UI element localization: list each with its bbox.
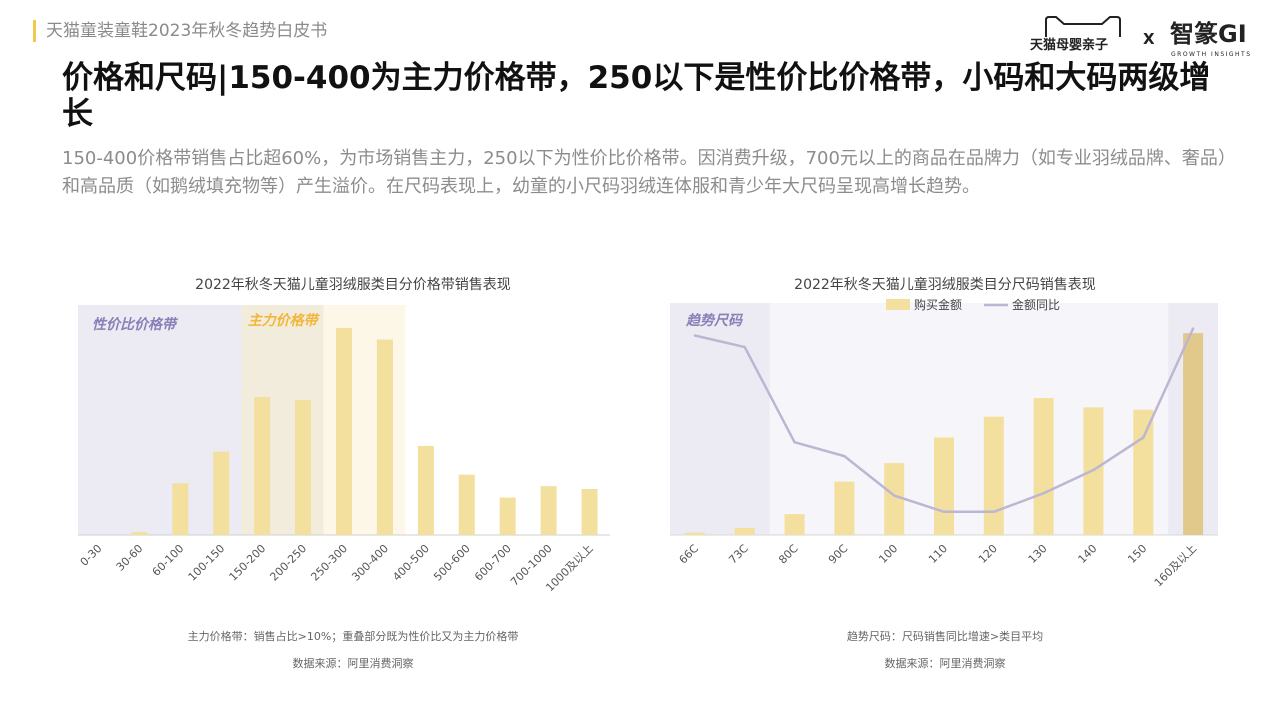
yoy-point [1142, 436, 1145, 439]
trend-size-band [670, 303, 770, 535]
x-tick-label: 600-700 [472, 542, 514, 584]
bar [1033, 398, 1054, 535]
x-tick-label: 150-200 [227, 542, 269, 584]
x-tick-label: 100-150 [186, 542, 228, 584]
legend-bar-label: 购买金额 [914, 297, 962, 312]
main-band-label: 主力价格带 [248, 312, 321, 329]
bar [336, 328, 352, 535]
bar [499, 497, 516, 535]
x-tick-label: 130 [1026, 542, 1050, 566]
bar [172, 483, 189, 535]
page-subtitle: 150-400价格带销售占比超60%，为市场销售主力，250以下为性价比价格带。… [62, 148, 1227, 197]
overlap-band [241, 305, 324, 535]
yoy-point [693, 334, 697, 337]
x-tick-label: 400-500 [390, 542, 432, 584]
yoy-point [892, 494, 896, 497]
legend-bar-swatch [886, 299, 910, 310]
x-tick-label: 250-300 [308, 542, 350, 584]
bar [834, 481, 855, 535]
chart1-title: 2022年秋冬天猫儿童羽绒服类目分价格带销售表现 [195, 277, 511, 293]
bar [213, 451, 230, 535]
x-tick-label: 0-30 [78, 542, 105, 569]
chart2-note: 趋势尺码：尺码销售同比增速>类目平均 [846, 630, 1044, 643]
yoy-point [843, 454, 846, 458]
x-tick-label: 60-100 [150, 542, 187, 579]
x-tick-label: 140 [1076, 542, 1100, 566]
value-band-label: 性价比价格带 [92, 316, 179, 333]
bar [295, 399, 312, 535]
bar [983, 416, 1004, 535]
bar [684, 532, 705, 535]
chart1-note: 主力价格带：销售占比>10%；重叠部分既为性价比又为主力价格带 [187, 630, 519, 643]
x-tick-label: 300-400 [349, 542, 391, 584]
yoy-point [793, 441, 796, 444]
x-tick-label: 200-250 [268, 542, 310, 584]
x-tick-label: 100 [876, 542, 900, 566]
bar [734, 528, 755, 535]
growth-insights-tagline: GROWTH INSIGHTS [1171, 51, 1252, 58]
x-tick-label: 30-60 [114, 542, 146, 574]
yoy-point [942, 510, 946, 513]
bar [376, 339, 393, 535]
x-tick-label: 73C [726, 542, 751, 567]
zhizhuan-gi-logo: 智篆GI [1170, 20, 1247, 48]
bar [458, 474, 475, 535]
page-title: 价格和尺码|150-400为主力价格带，250以下是性价比价格带，小码和大码两级… [62, 60, 1211, 132]
bar [934, 437, 954, 535]
bar [784, 514, 805, 535]
trend-size-band-label: 趋势尺码 [685, 312, 744, 329]
size-chart: 趋势尺码 购买金额 金额同比 66C 73C 80C 90C 100 110 120 130 140 1… [670, 297, 1218, 589]
yoy-point [1092, 468, 1095, 472]
chart2-title: 2022年秋冬天猫儿童羽绒服类目分尺码销售表现 [794, 277, 1096, 293]
price-band-chart: 性价比价格带 主力价格带 0-30 30-60 60-100 100-150 150-200… [78, 305, 610, 594]
bar [417, 445, 434, 535]
x-tick-label: 160及以上 [1152, 542, 1199, 589]
bar [884, 463, 905, 535]
yoy-point [743, 345, 746, 349]
x-tick-label: 66C [677, 542, 702, 567]
brand-separator: X [1143, 30, 1155, 48]
x-tick-label: 150 [1125, 542, 1149, 566]
bar [131, 532, 148, 535]
x-tick-label: 110 [926, 542, 950, 566]
yoy-point [1042, 492, 1045, 495]
main-band [323, 305, 406, 535]
tmall-brand-text: 天猫母婴亲子 [1030, 38, 1109, 53]
bar [254, 397, 271, 535]
tmall-cat-icon [1045, 16, 1121, 37]
report-title: 天猫童装童鞋2023年秋冬趋势白皮书 [46, 21, 328, 41]
x-tick-label: 500-600 [431, 542, 473, 584]
yoy-point [1191, 327, 1195, 330]
bar [540, 486, 557, 535]
x-tick-label: 120 [976, 542, 1000, 566]
bar [581, 489, 598, 535]
yoy-point [992, 510, 996, 513]
x-tick-label: 90C [826, 542, 851, 567]
chart2-source: 数据来源：阿里消费洞察 [884, 657, 1006, 670]
tmall-mother-baby-logo: 天猫母婴亲子 [1030, 16, 1130, 54]
chart1-source: 数据来源：阿里消费洞察 [292, 657, 414, 670]
bar [1183, 333, 1204, 535]
x-tick-label: 80C [776, 542, 801, 567]
legend-line-label: 金额同比 [1012, 297, 1060, 312]
header-accent-bar [33, 20, 36, 42]
bar [1133, 409, 1154, 535]
